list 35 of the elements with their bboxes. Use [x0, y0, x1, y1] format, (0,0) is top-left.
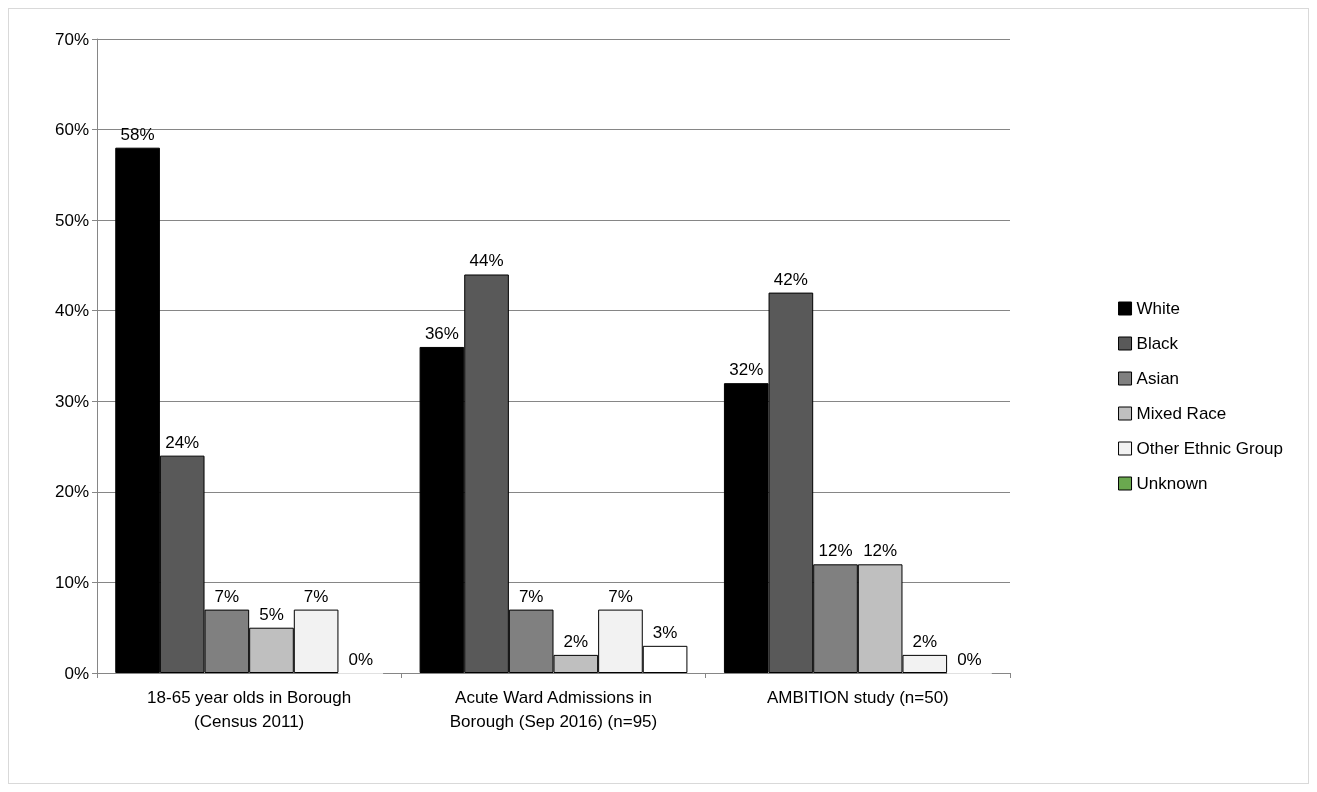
- data-label: 0%: [348, 649, 374, 669]
- y-tick-label: 70%: [54, 29, 89, 49]
- data-label: 5%: [259, 604, 284, 624]
- data-label: 0%: [957, 649, 982, 669]
- legend-label: Mixed Race: [1136, 404, 1227, 423]
- legend-label: Other Ethnic Group: [1136, 439, 1284, 458]
- data-label: 7%: [214, 586, 240, 606]
- y-tick-label: 10%: [54, 572, 89, 592]
- data-label: 7%: [518, 586, 544, 606]
- x-tick-label: AMBITION study (n=50): [766, 687, 949, 707]
- data-label: 42%: [773, 269, 808, 289]
- y-tick-label: 30%: [54, 391, 89, 411]
- legend-label: White: [1136, 299, 1181, 318]
- data-label: 3%: [652, 622, 678, 642]
- data-label: 2%: [563, 631, 589, 651]
- y-tick-label: 40%: [54, 301, 89, 321]
- data-label: 7%: [608, 586, 633, 606]
- legend-label: Asian: [1136, 369, 1180, 388]
- legend-label: Unknown: [1136, 474, 1208, 493]
- data-label: 24%: [165, 432, 200, 452]
- data-label: 12%: [818, 541, 853, 561]
- legend-label: Black: [1136, 334, 1179, 353]
- data-label: 58%: [120, 124, 155, 144]
- y-tick-label: 50%: [54, 210, 89, 230]
- data-label: 12%: [863, 541, 898, 561]
- y-tick-label: 20%: [54, 482, 89, 502]
- data-label: 44%: [469, 251, 504, 271]
- data-label: 2%: [912, 631, 938, 651]
- data-label: 36%: [424, 323, 459, 343]
- data-label: 7%: [303, 586, 329, 606]
- y-tick-label: 60%: [54, 120, 89, 140]
- x-tick-label: 18-65 year olds in Borough (Census 2011): [147, 687, 352, 731]
- data-label: 32%: [729, 360, 764, 380]
- y-tick-label: 0%: [64, 663, 89, 683]
- x-tick-label: Acute Ward Admissions in Borough (Sep 2016) (n=95): [449, 687, 658, 731]
